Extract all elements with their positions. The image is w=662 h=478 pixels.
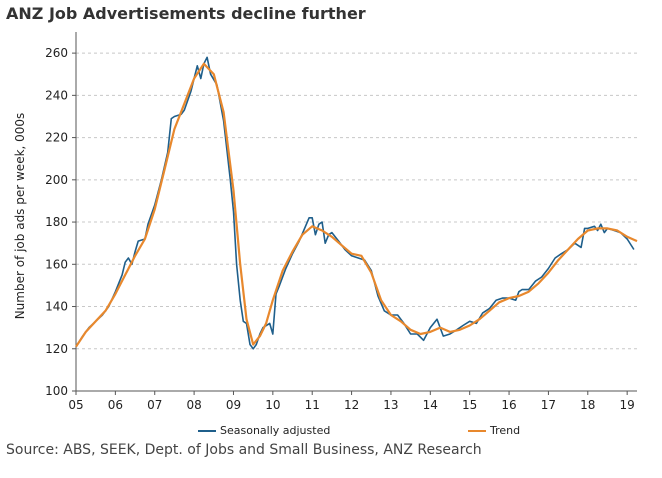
x-tick-label: 09 bbox=[226, 398, 241, 412]
y-axis-label: Number of job ads per week, 000s bbox=[13, 113, 27, 320]
legend-swatch-trend bbox=[468, 429, 486, 432]
y-tick-label: 140 bbox=[45, 300, 68, 314]
x-ticks: 05 06 07 08 09 10 11 12 13 14 15 16 17 18 19 bbox=[68, 391, 635, 412]
y-tick-label: 160 bbox=[45, 257, 68, 271]
y-tick-label: 260 bbox=[45, 46, 68, 60]
x-tick-label: 12 bbox=[344, 398, 359, 412]
x-tick-label: 15 bbox=[462, 398, 477, 412]
chart-title: ANZ Job Advertisements decline further bbox=[6, 4, 366, 23]
x-tick-label: 11 bbox=[305, 398, 320, 412]
y-tick-label: 200 bbox=[45, 173, 68, 187]
x-tick-label: 18 bbox=[580, 398, 595, 412]
gridlines bbox=[76, 52, 637, 350]
x-tick-label: 10 bbox=[265, 398, 280, 412]
series-line-trend bbox=[75, 62, 638, 348]
x-tick-label: 07 bbox=[147, 398, 162, 412]
line-chart: 100 120 140 160 180 200 220 240 260 05 06 07 08 09 10… bbox=[13, 32, 638, 412]
x-tick-label: 17 bbox=[541, 398, 556, 412]
x-tick-label: 16 bbox=[501, 398, 516, 412]
x-tick-label: 14 bbox=[423, 398, 438, 412]
y-tick-label: 220 bbox=[45, 131, 68, 145]
x-tick-label: 06 bbox=[108, 398, 123, 412]
legend-label-trend: Trend bbox=[490, 424, 521, 437]
y-ticks: 100 120 140 160 180 200 220 240 260 bbox=[45, 46, 76, 398]
axes bbox=[75, 32, 637, 392]
y-tick-label: 120 bbox=[45, 342, 68, 356]
legend-label-seasonally-adjusted: Seasonally adjusted bbox=[220, 424, 331, 437]
source-note: Source: ABS, SEEK, Dept. of Jobs and Sma… bbox=[6, 442, 482, 458]
legend-swatch-seasonally-adjusted bbox=[198, 429, 216, 432]
series-line-seasonally-adjusted bbox=[75, 56, 635, 350]
legend-item-seasonally-adjusted: Seasonally adjusted bbox=[198, 424, 330, 437]
x-tick-label: 08 bbox=[186, 398, 201, 412]
y-tick-label: 100 bbox=[45, 384, 68, 398]
x-tick-label: 19 bbox=[620, 398, 635, 412]
legend-item-trend: Trend bbox=[468, 424, 520, 437]
y-tick-label: 180 bbox=[45, 215, 68, 229]
x-tick-label: 13 bbox=[383, 398, 398, 412]
x-tick-label: 05 bbox=[68, 398, 83, 412]
series-lines bbox=[75, 56, 638, 350]
y-tick-label: 240 bbox=[45, 88, 68, 102]
